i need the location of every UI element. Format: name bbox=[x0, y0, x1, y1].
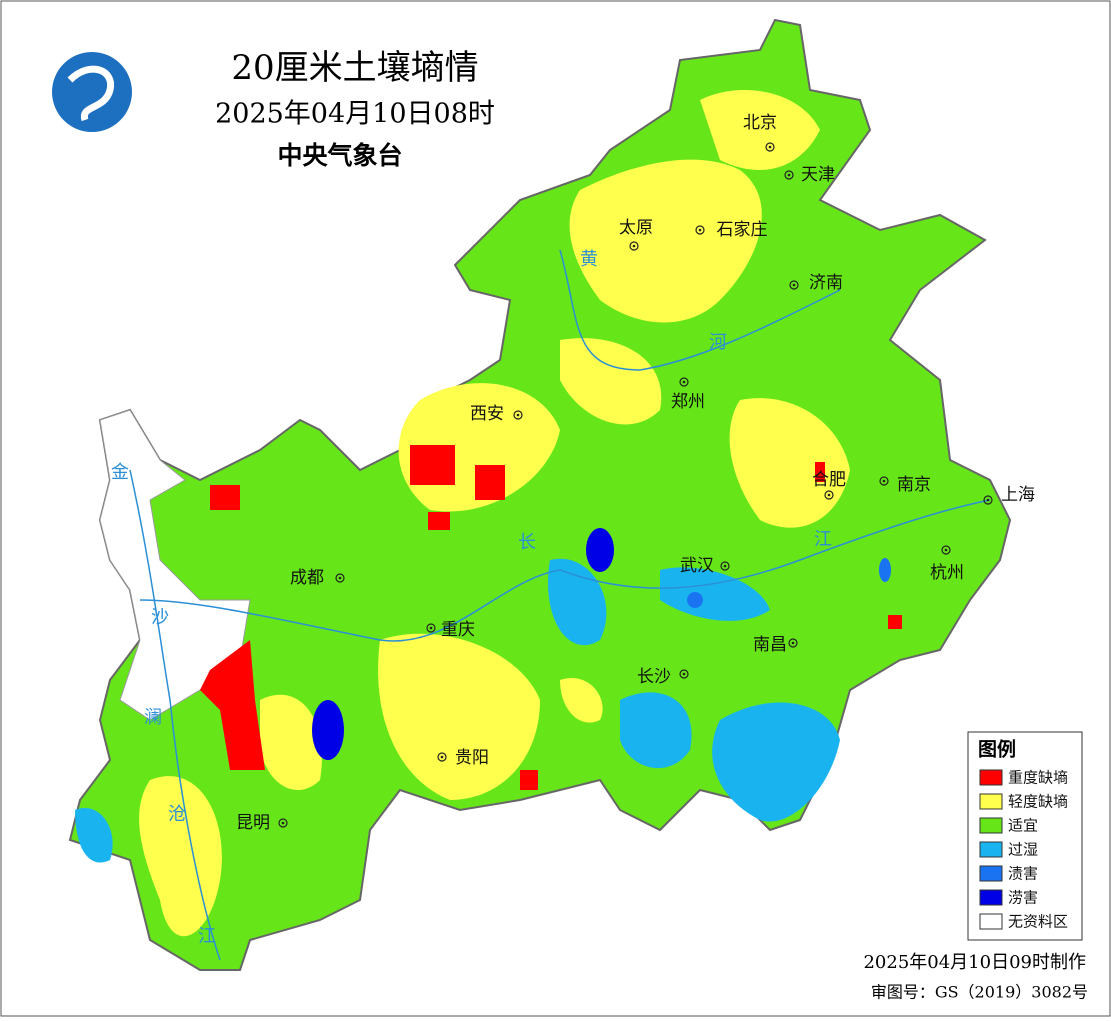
rivers bbox=[129, 249, 991, 961]
city-marker bbox=[784, 170, 794, 180]
city-label: 天津 bbox=[801, 165, 835, 185]
city-marker bbox=[679, 669, 689, 679]
legend-label: 轻度缺墒 bbox=[1008, 793, 1068, 811]
legend-label: 无资料区 bbox=[1008, 913, 1068, 931]
city-dot bbox=[723, 564, 727, 568]
legend-swatch bbox=[979, 817, 1003, 834]
city-label: 贵阳 bbox=[455, 748, 489, 768]
city-marker bbox=[513, 410, 523, 420]
city-marker bbox=[278, 818, 288, 828]
city-label: 合肥 bbox=[812, 470, 846, 490]
legend-swatch bbox=[979, 913, 1003, 930]
legend-swatch bbox=[979, 793, 1003, 810]
city-dot bbox=[682, 380, 686, 384]
river-label: 江 bbox=[814, 529, 832, 550]
city-label: 南京 bbox=[897, 475, 931, 495]
city-marker bbox=[720, 561, 730, 571]
made-time: 2025年04月10日09时制作 bbox=[863, 952, 1086, 973]
legend-box bbox=[967, 731, 1083, 941]
city-dot bbox=[632, 244, 636, 248]
logo bbox=[52, 52, 132, 132]
city-dot bbox=[516, 413, 520, 417]
city-dot bbox=[429, 626, 433, 630]
city-label: 石家庄 bbox=[717, 220, 768, 240]
city-label: 重庆 bbox=[441, 620, 475, 640]
city-marker bbox=[789, 280, 799, 290]
city-marker bbox=[426, 623, 436, 633]
city-dot bbox=[827, 493, 831, 497]
city-marker bbox=[679, 377, 689, 387]
city-label: 济南 bbox=[809, 273, 843, 293]
title: 20厘米土壤墒情 bbox=[231, 48, 478, 88]
wet-areas bbox=[75, 558, 840, 863]
legend-swatch bbox=[979, 889, 1003, 906]
city-dot bbox=[791, 641, 795, 645]
legend-title: 图例 bbox=[978, 738, 1016, 761]
city-dot bbox=[768, 145, 772, 149]
city-label: 成都 bbox=[290, 568, 324, 588]
approval-number: 审图号：GS（2019）3082号 bbox=[871, 983, 1088, 1002]
city-marker bbox=[629, 241, 639, 251]
city-marker bbox=[879, 476, 889, 486]
river-label: 江 bbox=[198, 926, 216, 947]
city-marker bbox=[824, 490, 834, 500]
city-dot bbox=[944, 548, 948, 552]
legend-label: 重度缺墒 bbox=[1008, 769, 1068, 787]
city-dot bbox=[882, 479, 886, 483]
subtitle: 2025年04月10日08时 bbox=[215, 99, 495, 130]
city-dot bbox=[682, 672, 686, 676]
city-label: 太原 bbox=[619, 218, 653, 238]
river-label: 澜 bbox=[144, 707, 162, 728]
city-marker bbox=[335, 573, 345, 583]
city-label: 西安 bbox=[470, 404, 504, 424]
legend-label: 渍害 bbox=[1008, 865, 1038, 883]
river-label: 河 bbox=[709, 332, 727, 353]
legend-label: 过湿 bbox=[1008, 841, 1038, 859]
city-marker bbox=[437, 752, 447, 762]
legend-label: 涝害 bbox=[1008, 889, 1038, 907]
city-dot bbox=[698, 228, 702, 232]
city-marker bbox=[695, 225, 705, 235]
city-dot bbox=[787, 173, 791, 177]
city-label: 长沙 bbox=[637, 667, 671, 687]
city-label: 上海 bbox=[1001, 485, 1035, 505]
river-label: 沙 bbox=[151, 607, 169, 628]
city-label: 郑州 bbox=[671, 392, 705, 412]
city-dot bbox=[792, 283, 796, 287]
city-dot bbox=[986, 498, 990, 502]
legend-swatch bbox=[979, 769, 1003, 786]
river-label: 沧 bbox=[168, 804, 186, 825]
city-dot bbox=[281, 821, 285, 825]
city-label: 北京 bbox=[743, 113, 777, 133]
city-marker bbox=[765, 142, 775, 152]
city-dot bbox=[440, 755, 444, 759]
waterlogged-areas bbox=[312, 528, 891, 760]
city-label: 杭州 bbox=[930, 563, 964, 583]
severe-dry-areas bbox=[200, 445, 902, 790]
river-label: 金 bbox=[111, 462, 129, 483]
legend-swatch bbox=[979, 841, 1003, 858]
river-label: 黄 bbox=[580, 249, 598, 270]
city-label: 南昌 bbox=[753, 635, 787, 655]
city-label: 武汉 bbox=[680, 556, 714, 576]
city-label: 昆明 bbox=[236, 813, 270, 833]
city-marker bbox=[983, 495, 993, 505]
river-label: 长 bbox=[518, 532, 536, 553]
legend-label: 适宜 bbox=[1008, 817, 1038, 835]
legend-swatch bbox=[979, 865, 1003, 882]
city-marker bbox=[788, 638, 798, 648]
city-dot bbox=[338, 576, 342, 580]
agency: 中央气象台 bbox=[277, 141, 402, 170]
city-marker bbox=[941, 545, 951, 555]
